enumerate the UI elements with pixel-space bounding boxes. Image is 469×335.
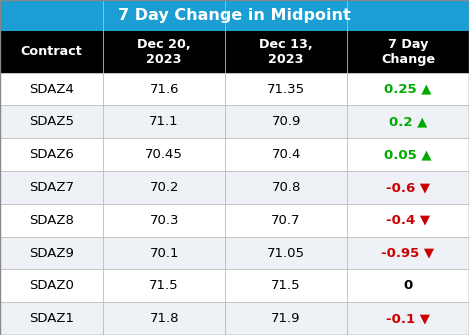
Text: SDAZ5: SDAZ5 bbox=[29, 115, 74, 128]
Text: 70.1: 70.1 bbox=[150, 247, 179, 260]
Text: 70.45: 70.45 bbox=[145, 148, 183, 161]
Text: Dec 13,
2023: Dec 13, 2023 bbox=[259, 38, 313, 66]
Text: SDAZ9: SDAZ9 bbox=[29, 247, 74, 260]
Text: 0: 0 bbox=[403, 279, 413, 292]
Text: Dec 20,
2023: Dec 20, 2023 bbox=[137, 38, 191, 66]
Text: 71.5: 71.5 bbox=[271, 279, 301, 292]
Bar bbox=[0, 302, 469, 335]
Text: SDAZ0: SDAZ0 bbox=[29, 279, 74, 292]
Bar bbox=[0, 31, 469, 73]
Text: 70.8: 70.8 bbox=[272, 181, 301, 194]
Text: 70.4: 70.4 bbox=[272, 148, 301, 161]
Bar bbox=[0, 269, 469, 302]
Bar bbox=[0, 237, 469, 269]
Text: 7 Day Change in Midpoint: 7 Day Change in Midpoint bbox=[118, 8, 351, 23]
Text: SDAZ1: SDAZ1 bbox=[29, 312, 74, 325]
Text: 70.7: 70.7 bbox=[272, 214, 301, 227]
Bar bbox=[0, 204, 469, 237]
Text: 70.2: 70.2 bbox=[150, 181, 179, 194]
Bar bbox=[0, 0, 469, 31]
Bar bbox=[0, 171, 469, 204]
Text: 71.35: 71.35 bbox=[267, 83, 305, 95]
Text: 71.1: 71.1 bbox=[149, 115, 179, 128]
Text: 70.9: 70.9 bbox=[272, 115, 301, 128]
Text: 0.05 ▲: 0.05 ▲ bbox=[384, 148, 432, 161]
Text: 71.8: 71.8 bbox=[150, 312, 179, 325]
Text: SDAZ4: SDAZ4 bbox=[29, 83, 74, 95]
Text: -0.4 ▼: -0.4 ▼ bbox=[386, 214, 430, 227]
Text: 71.9: 71.9 bbox=[272, 312, 301, 325]
Text: Contract: Contract bbox=[21, 45, 83, 58]
Text: 7 Day
Change: 7 Day Change bbox=[381, 38, 435, 66]
Bar bbox=[0, 73, 469, 106]
Text: 70.3: 70.3 bbox=[150, 214, 179, 227]
Text: 0.25 ▲: 0.25 ▲ bbox=[384, 83, 432, 95]
Text: 0.2 ▲: 0.2 ▲ bbox=[389, 115, 427, 128]
Text: SDAZ8: SDAZ8 bbox=[29, 214, 74, 227]
Text: 71.5: 71.5 bbox=[149, 279, 179, 292]
Text: -0.6 ▼: -0.6 ▼ bbox=[386, 181, 430, 194]
Bar bbox=[0, 106, 469, 138]
Bar bbox=[0, 138, 469, 171]
Text: -0.95 ▼: -0.95 ▼ bbox=[381, 247, 435, 260]
Text: 71.05: 71.05 bbox=[267, 247, 305, 260]
Text: SDAZ7: SDAZ7 bbox=[29, 181, 74, 194]
Text: -0.1 ▼: -0.1 ▼ bbox=[386, 312, 430, 325]
Text: SDAZ6: SDAZ6 bbox=[29, 148, 74, 161]
Text: 71.6: 71.6 bbox=[150, 83, 179, 95]
